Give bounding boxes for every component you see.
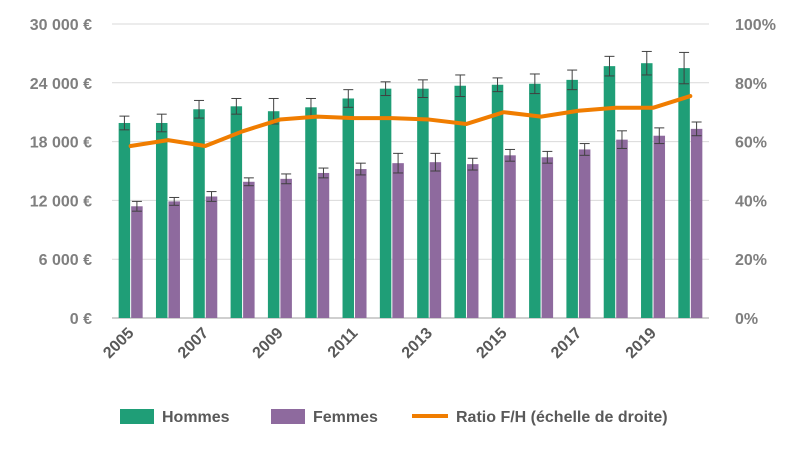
bar-femmes: [280, 178, 292, 318]
left-axis-ticks: 0 € 6 000 € 12 000 € 18 000 € 24 000 € 30 000…: [30, 17, 92, 328]
bar-hommes: [491, 84, 504, 318]
y-right-tick-label: 40%: [735, 193, 767, 210]
bar-hommes: [603, 66, 616, 318]
bar-femmes: [168, 201, 180, 318]
bar-hommes: [230, 106, 243, 318]
bar-femmes: [392, 163, 404, 318]
x-tick-label: 2015: [473, 325, 510, 362]
bar-hommes: [379, 88, 392, 319]
bar-hommes: [678, 68, 690, 318]
bar-hommes: [193, 109, 205, 318]
bar-hommes: [641, 63, 653, 319]
bar-femmes: [317, 172, 330, 318]
bar-hommes: [566, 79, 578, 318]
bar-hommes: [267, 111, 280, 318]
legend-swatch-hommes: [120, 409, 154, 424]
ratio-line: [128, 94, 693, 149]
x-tick-label: 2005: [100, 325, 137, 362]
x-tick-label: 2019: [623, 325, 660, 362]
bar-hommes: [155, 122, 168, 318]
x-tick-label: 2009: [250, 325, 287, 362]
bar-femmes: [504, 155, 516, 318]
bar-femmes: [205, 196, 218, 318]
legend-label-hommes: Hommes: [162, 409, 230, 426]
bar-hommes: [454, 85, 466, 319]
bar-femmes: [690, 128, 703, 318]
y-left-tick-label: 12 000 €: [30, 193, 92, 210]
right-axis-ticks: 0% 20% 40% 60% 80% 100%: [735, 17, 776, 328]
y-right-tick-label: 80%: [735, 76, 767, 93]
legend: Hommes Femmes Ratio F/H (échelle de droi…: [120, 409, 668, 426]
y-right-tick-label: 100%: [735, 17, 776, 34]
bars: [118, 63, 703, 319]
bar-hommes: [529, 83, 541, 318]
bar-femmes: [131, 206, 143, 318]
bar-femmes: [466, 164, 479, 318]
bar-hommes: [417, 88, 429, 319]
bar-femmes: [355, 169, 367, 318]
x-axis-ticks: 2005 2007 2009 2011 2013 2015 2017 2019: [100, 325, 660, 362]
y-right-tick-label: 0%: [735, 311, 758, 328]
bar-femmes: [578, 149, 591, 318]
y-left-tick-label: 24 000 €: [30, 76, 92, 93]
bar-femmes: [243, 181, 255, 318]
bar-hommes: [342, 98, 355, 318]
y-left-tick-label: 18 000 €: [30, 135, 92, 152]
legend-swatch-femmes: [271, 409, 305, 424]
legend-label-ratio: Ratio F/H (échelle de droite): [456, 409, 668, 426]
legend-label-femmes: Femmes: [313, 409, 378, 426]
bar-hommes: [118, 122, 131, 318]
x-tick-label: 2017: [548, 325, 585, 362]
ratio-line-path: [128, 94, 693, 149]
y-left-tick-label: 6 000 €: [39, 252, 92, 269]
x-tick-label: 2011: [325, 325, 362, 362]
bar-femmes: [541, 157, 554, 318]
x-tick-label: 2013: [399, 325, 436, 362]
y-right-tick-label: 60%: [735, 135, 767, 152]
y-right-tick-label: 20%: [735, 252, 767, 269]
x-tick-label: 2007: [175, 325, 212, 362]
bar-femmes: [653, 135, 666, 318]
bar-hommes: [305, 107, 317, 318]
bar-femmes: [429, 162, 442, 318]
y-left-tick-label: 0 €: [70, 311, 92, 328]
y-left-tick-label: 30 000 €: [30, 17, 92, 34]
bar-femmes: [616, 139, 628, 318]
